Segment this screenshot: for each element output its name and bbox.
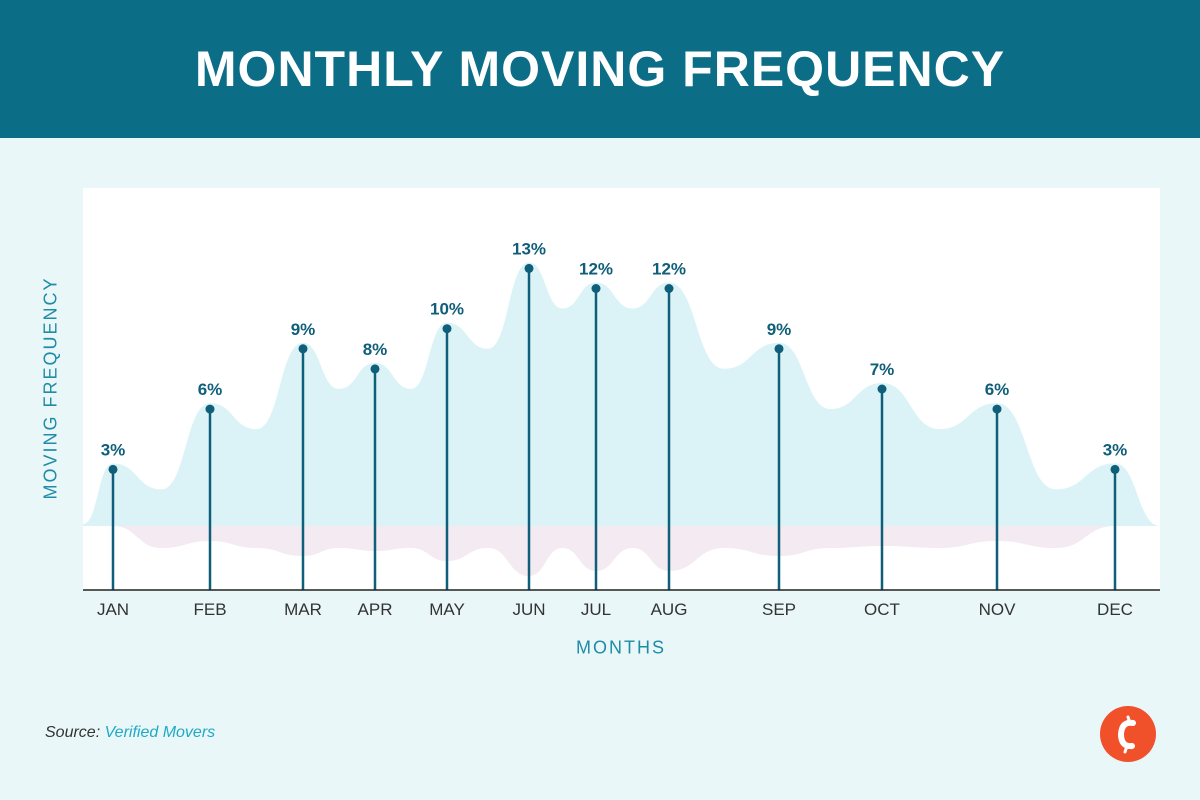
data-label-jan: 3% — [101, 440, 126, 459]
tick-label-apr: APR — [358, 600, 393, 619]
logo-c-icon — [1117, 715, 1136, 754]
point-sep — [774, 344, 784, 354]
data-label-feb: 6% — [198, 380, 223, 399]
data-label-aug: 12% — [652, 260, 686, 279]
point-nov — [992, 404, 1002, 414]
point-dec — [1110, 464, 1120, 474]
tick-label-dec: DEC — [1097, 600, 1133, 619]
point-aug — [664, 284, 674, 293]
data-label-dec: 3% — [1103, 440, 1128, 459]
title-banner: MONTHLY MOVING FREQUENCY — [0, 0, 1200, 138]
point-apr — [370, 364, 380, 374]
y-axis-label: MOVING FREQUENCY — [40, 276, 61, 500]
chart-marks: 3% 6% 9% 8% 10% 13% 12% 12% 9% 7% 6% 3% — [101, 239, 1128, 590]
source-note: Source: Verified Movers — [45, 724, 215, 742]
data-label-mar: 9% — [291, 320, 316, 339]
tick-label-jul: JUL — [581, 600, 611, 619]
source-link[interactable]: Verified Movers — [104, 724, 216, 741]
page-title: MONTHLY MOVING FREQUENCY — [194, 41, 1006, 97]
tick-label-mar: MAR — [284, 600, 322, 619]
tick-label-may: MAY — [429, 600, 465, 619]
point-feb — [205, 404, 215, 414]
point-jun — [524, 263, 534, 273]
data-label-may: 10% — [430, 300, 464, 319]
point-jan — [108, 464, 118, 474]
background-areas — [83, 262, 1160, 576]
data-label-sep: 9% — [767, 320, 792, 339]
tick-label-oct: OCT — [864, 600, 900, 619]
data-label-nov: 6% — [985, 380, 1010, 399]
upper-area-wave — [83, 262, 1160, 526]
x-tick-labels: JAN FEB MAR APR MAY JUN JUL AUG SEP OCT NOV DEC — [97, 600, 1133, 619]
source-prefix: Source: — [45, 724, 101, 741]
tick-label-jun: JUN — [512, 600, 545, 619]
tick-label-feb: FEB — [193, 600, 226, 619]
tick-label-sep: SEP — [762, 600, 796, 619]
brand-logo — [1100, 706, 1156, 762]
tick-label-nov: NOV — [979, 600, 1017, 619]
point-oct — [877, 384, 887, 394]
data-label-apr: 8% — [363, 340, 388, 359]
data-label-jun: 13% — [512, 239, 546, 258]
tick-label-jan: JAN — [97, 600, 129, 619]
point-may — [442, 324, 452, 334]
data-label-oct: 7% — [870, 360, 895, 379]
data-label-jul: 12% — [579, 260, 613, 279]
point-mar — [298, 344, 308, 354]
tick-label-aug: AUG — [651, 600, 688, 619]
lower-area-wave — [83, 526, 1160, 576]
point-jul — [591, 284, 601, 293]
x-axis-label: MONTHS — [576, 637, 666, 658]
